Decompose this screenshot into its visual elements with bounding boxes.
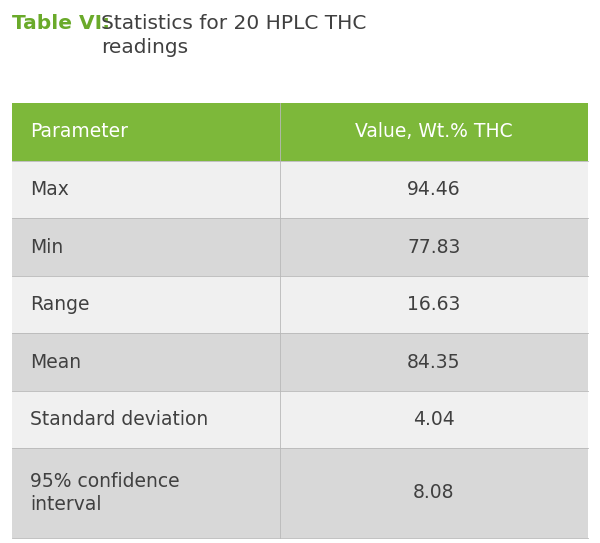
Text: 16.63: 16.63 — [407, 295, 461, 314]
Bar — [12, 391, 280, 449]
Text: Statistics for 20 HPLC THC
readings: Statistics for 20 HPLC THC readings — [101, 14, 366, 57]
Bar — [12, 161, 280, 218]
Text: 4.04: 4.04 — [413, 410, 455, 429]
Bar — [12, 103, 280, 161]
Bar — [280, 218, 588, 276]
Bar — [280, 103, 588, 161]
Bar — [280, 161, 588, 218]
Text: 77.83: 77.83 — [407, 237, 461, 256]
Bar — [12, 449, 280, 538]
Text: Max: Max — [30, 180, 69, 199]
Bar — [280, 391, 588, 449]
Bar — [280, 333, 588, 391]
Text: Standard deviation: Standard deviation — [30, 410, 208, 429]
Bar — [12, 218, 280, 276]
Bar — [12, 333, 280, 391]
Text: 84.35: 84.35 — [407, 352, 461, 371]
Text: 94.46: 94.46 — [407, 180, 461, 199]
Bar — [12, 276, 280, 333]
Bar — [280, 276, 588, 333]
Text: 8.08: 8.08 — [413, 483, 455, 502]
Text: 95% confidence
interval: 95% confidence interval — [30, 472, 179, 514]
Text: Parameter: Parameter — [30, 122, 128, 141]
Text: Min: Min — [30, 237, 63, 256]
Text: Mean: Mean — [30, 352, 81, 371]
Text: Value, Wt.% THC: Value, Wt.% THC — [355, 122, 513, 141]
Bar — [280, 449, 588, 538]
Text: Table VI:: Table VI: — [12, 14, 117, 33]
Text: Range: Range — [30, 295, 89, 314]
